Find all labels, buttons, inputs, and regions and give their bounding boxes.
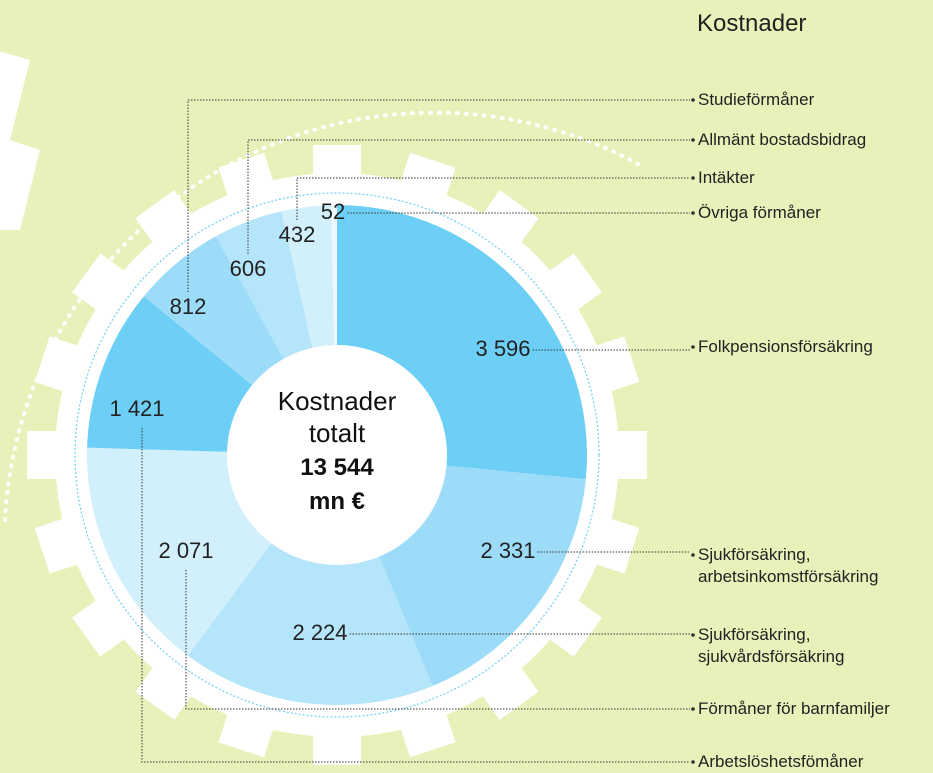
legend-label: Arbetslöshetsfömåner (698, 752, 864, 771)
legend-label: Övriga förmåner (698, 203, 821, 222)
leader-line (296, 177, 690, 220)
leader-dot (691, 633, 695, 637)
legend-label: Intäkter (698, 168, 755, 187)
leader-dot (691, 345, 695, 349)
legend-label: Allmänt bostadsbidrag (698, 130, 867, 149)
leader-line (185, 570, 690, 710)
center-label: Kostnader totalt 13 544 mn € (237, 385, 437, 517)
value-label: 2 224 (292, 620, 347, 645)
value-label: 812 (170, 294, 207, 319)
legend-label: Sjukförsäkring, arbetsinkomstförsäkring (698, 545, 879, 586)
donut-hole (227, 345, 447, 565)
value-label: 432 (279, 222, 316, 247)
leader-dot (691, 707, 695, 711)
leader-dot (691, 98, 695, 102)
legend-label: Studieförmåner (698, 90, 815, 109)
leader-dot (691, 176, 695, 180)
decor-gear (0, 51, 40, 230)
center-unit: mn € (308, 488, 365, 515)
value-label: 606 (230, 256, 267, 281)
value-label: 2 331 (480, 538, 535, 563)
center-title: Kostnader totalt (277, 386, 397, 448)
leader-line (187, 99, 690, 292)
leader-dot (691, 138, 695, 142)
value-label: 1 421 (109, 396, 164, 421)
dotted-ring (74, 192, 600, 718)
leader-line (141, 428, 690, 763)
value-label: 2 071 (158, 538, 213, 563)
value-label: 3 596 (475, 336, 530, 361)
leader-line (247, 139, 690, 254)
legend-label: Folkpensionsförsäkring (698, 337, 873, 356)
leader-dot (691, 211, 695, 215)
legend-label: Sjukförsäkring, sjukvårdsförsäkring (698, 625, 845, 666)
value-label: 52 (321, 199, 345, 224)
chart-title: Kostnader (697, 10, 807, 37)
leader-dot (691, 760, 695, 764)
center-total: 13 544 (300, 454, 374, 481)
slice (187, 455, 433, 705)
leader-dot (691, 553, 695, 557)
legend-label: Förmåner för barnfamiljer (698, 699, 890, 718)
